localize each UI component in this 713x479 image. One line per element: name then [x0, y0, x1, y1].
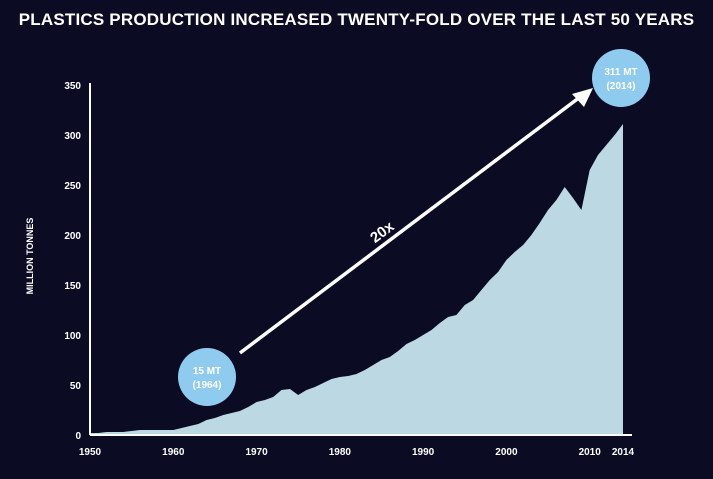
y-tick-label: 100: [64, 331, 81, 342]
x-tick-label: 1970: [245, 447, 268, 458]
y-tick-label: 200: [64, 231, 81, 242]
x-tick-label: 2000: [495, 447, 518, 458]
growth-arrow: [238, 92, 586, 355]
y-axis-label: MILLION TONNES: [25, 218, 35, 295]
start-bubble: [178, 348, 236, 406]
end-bubble-year: (2014): [607, 81, 636, 92]
y-tick-label: 50: [70, 381, 82, 392]
multiplier-label: 20x: [367, 218, 398, 247]
x-tick-label: 1990: [412, 447, 435, 458]
x-tick-label: 1950: [79, 447, 102, 458]
x-tick-label: 1980: [329, 447, 352, 458]
y-tick-label: 150: [64, 281, 81, 292]
y-tick-label: 250: [64, 181, 81, 192]
x-tick-label: 1960: [162, 447, 185, 458]
start-bubble-year: (1964): [193, 380, 222, 391]
end-bubble-value: 311 MT: [604, 67, 637, 78]
x-tick-label: 2014: [612, 447, 635, 458]
chart-title: PLASTICS PRODUCTION INCREASED TWENTY-FOL…: [18, 10, 695, 29]
y-tick-label: 350: [64, 81, 81, 92]
end-bubble: [592, 49, 650, 107]
y-tick-label: 300: [64, 131, 81, 142]
y-tick-label: 0: [75, 431, 81, 442]
x-tick-label: 2010: [579, 447, 602, 458]
production-area-series: [90, 124, 623, 435]
growth-arrow-head: [572, 88, 593, 107]
start-bubble-value: 15 MT: [193, 366, 221, 377]
